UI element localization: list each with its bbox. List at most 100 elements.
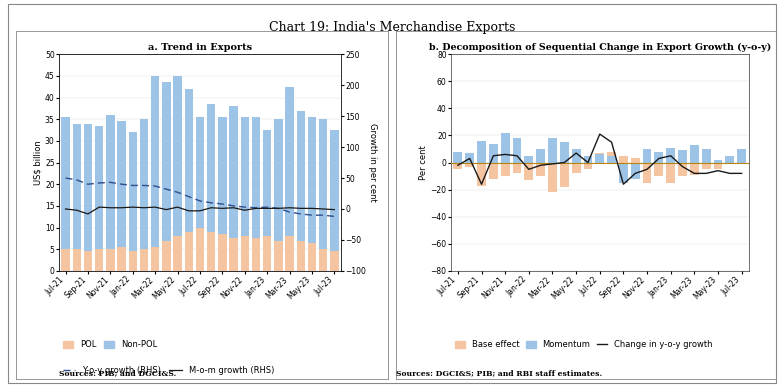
Bar	[319, 249, 327, 271]
Bar	[655, 163, 663, 176]
Bar	[184, 89, 193, 232]
Bar	[95, 249, 103, 271]
Y-axis label: Per cent: Per cent	[419, 145, 428, 180]
Bar	[666, 163, 675, 183]
Bar	[737, 149, 746, 163]
Text: Chart 19: India's Merchandise Exports: Chart 19: India's Merchandise Exports	[269, 21, 515, 34]
Bar	[619, 163, 628, 183]
Bar	[129, 252, 137, 271]
Bar	[690, 163, 699, 175]
Bar	[453, 163, 463, 169]
Bar	[274, 241, 282, 271]
Legend: Y-o-y growth (RHS), M-o-m growth (RHS): Y-o-y growth (RHS), M-o-m growth (RHS)	[63, 366, 274, 375]
Bar	[218, 117, 227, 234]
Bar	[583, 163, 593, 169]
Bar	[678, 163, 687, 176]
Bar	[631, 163, 640, 179]
Bar	[252, 238, 260, 271]
Bar	[196, 117, 204, 228]
Bar	[95, 126, 103, 249]
Bar	[296, 111, 305, 241]
Bar	[702, 149, 710, 163]
Bar	[207, 232, 216, 271]
Bar	[643, 163, 652, 183]
Bar	[330, 130, 339, 252]
Bar	[184, 232, 193, 271]
Bar	[330, 252, 339, 271]
Bar	[501, 163, 510, 176]
Bar	[118, 122, 125, 247]
Bar	[725, 156, 735, 163]
Bar	[218, 234, 227, 271]
Bar	[607, 156, 616, 163]
Text: Sources: DGCI&S; PIB; and RBI staff estimates.: Sources: DGCI&S; PIB; and RBI staff esti…	[396, 369, 602, 377]
Bar	[489, 163, 498, 179]
Bar	[252, 117, 260, 238]
Bar	[678, 150, 687, 163]
Bar	[572, 163, 580, 173]
Bar	[548, 163, 557, 192]
Bar	[274, 119, 282, 241]
Bar	[453, 152, 463, 163]
Bar	[548, 138, 557, 163]
Bar	[713, 163, 722, 169]
Bar	[666, 147, 675, 163]
Bar	[524, 163, 533, 180]
Bar	[151, 76, 159, 247]
Bar	[106, 115, 114, 249]
Bar	[173, 76, 182, 236]
Bar	[595, 154, 604, 163]
Bar	[536, 163, 545, 176]
Bar	[513, 138, 521, 163]
Bar	[118, 247, 125, 271]
Y-axis label: US$ billion: US$ billion	[33, 140, 42, 185]
Bar	[737, 149, 746, 163]
Bar	[162, 241, 171, 271]
Bar	[489, 144, 498, 163]
Bar	[196, 228, 204, 271]
Text: Sources: PIB; and DGCI&S.: Sources: PIB; and DGCI&S.	[59, 369, 176, 377]
Bar	[702, 163, 710, 169]
Y-axis label: Growth in per cent: Growth in per cent	[368, 123, 377, 202]
Bar	[241, 117, 249, 236]
Bar	[140, 249, 148, 271]
Bar	[162, 82, 171, 241]
Bar	[619, 156, 628, 163]
Bar	[319, 119, 327, 249]
Bar	[72, 123, 81, 249]
Bar	[501, 133, 510, 163]
Bar	[560, 163, 568, 187]
Bar	[129, 132, 137, 252]
Bar	[296, 241, 305, 271]
Title: b. Decomposition of Sequential Change in Export Growth (y-o-y): b. Decomposition of Sequential Change in…	[429, 43, 771, 52]
Bar	[583, 156, 593, 163]
Bar	[140, 119, 148, 249]
Bar	[106, 249, 114, 271]
Bar	[84, 252, 93, 271]
Bar	[595, 153, 604, 163]
Title: a. Trend in Exports: a. Trend in Exports	[148, 43, 252, 52]
Bar	[655, 152, 663, 163]
Bar	[643, 149, 652, 163]
Bar	[560, 142, 568, 163]
Bar	[607, 152, 616, 163]
Bar	[465, 153, 474, 163]
Bar	[263, 236, 271, 271]
Bar	[465, 163, 474, 166]
Bar	[477, 163, 486, 185]
Bar	[307, 243, 316, 271]
Bar	[72, 249, 81, 271]
Bar	[84, 123, 93, 252]
Bar	[631, 158, 640, 163]
Bar	[263, 130, 271, 236]
Bar	[690, 145, 699, 163]
Bar	[241, 236, 249, 271]
Bar	[151, 247, 159, 271]
FancyBboxPatch shape	[8, 4, 776, 383]
Legend: Base effect, Momentum, Change in y-o-y growth: Base effect, Momentum, Change in y-o-y g…	[455, 340, 713, 349]
Bar	[536, 149, 545, 163]
Bar	[285, 87, 294, 236]
Bar	[513, 163, 521, 173]
Bar	[229, 238, 238, 271]
Bar	[725, 160, 735, 163]
